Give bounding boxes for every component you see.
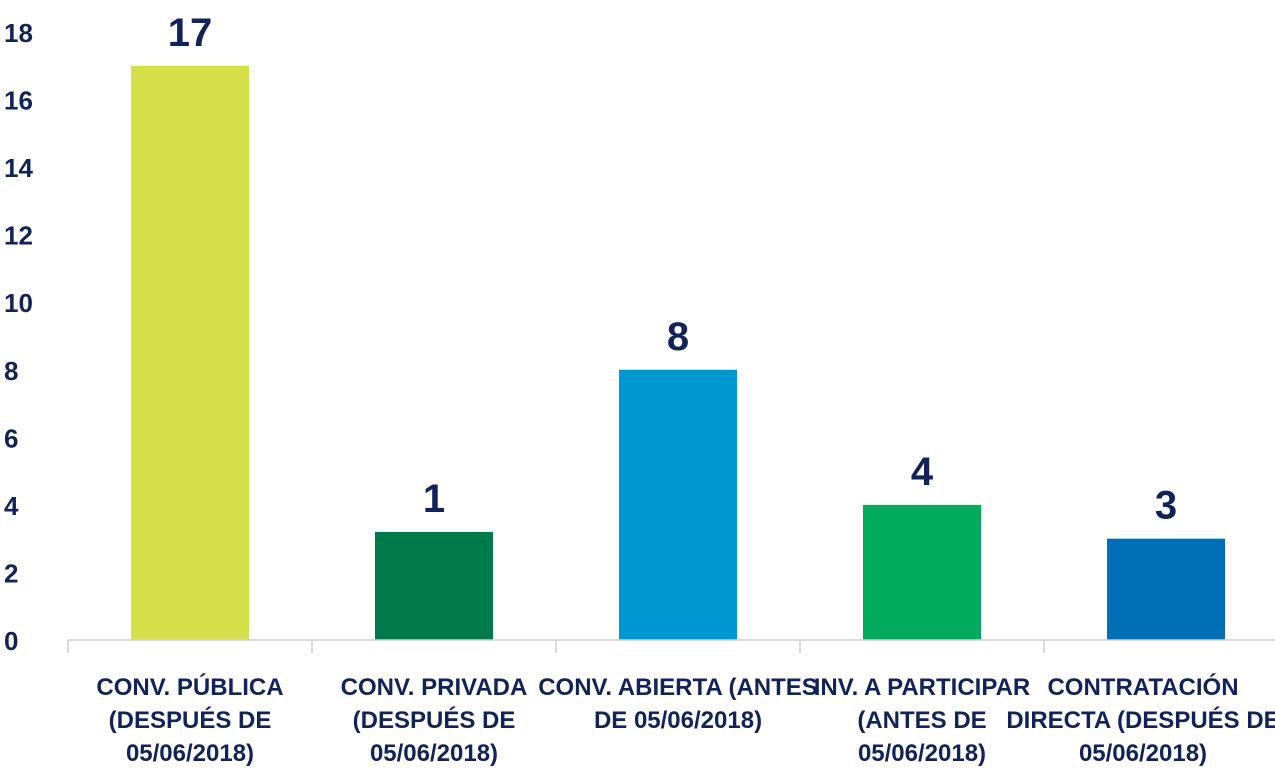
x-tick-label-line: 05/06/2018) — [1079, 740, 1207, 767]
x-tick-label: CONTRATACIÓN DIRECTA (DESPUÉS DE 05/06/201… — [1006, 673, 1275, 767]
x-tick-label-line: (ANTES DE — [857, 707, 986, 734]
data-label: 8 — [667, 315, 689, 359]
y-tick-label: 18 — [4, 18, 33, 48]
y-tick-label: 0 — [4, 626, 18, 656]
x-tick-label-line: CONV. ABIERTA (ANTES — [538, 674, 818, 701]
y-axis-ticks: 0 2 4 6 8 10 12 14 16 18 — [4, 18, 33, 656]
data-label: 1 — [423, 477, 445, 521]
x-tick-label-line: (DESPUÉS DE — [109, 706, 272, 734]
bar — [863, 504, 981, 640]
x-tick-label: CONV. PRIVADA (DESPUÉS DE 05/06/2018) — [341, 674, 528, 767]
x-tick-label-line: 05/06/2018) — [858, 740, 986, 767]
x-tick-label-line: CONTRATACIÓN — [1047, 673, 1238, 701]
y-tick-label: 12 — [4, 221, 33, 251]
data-label: 3 — [1155, 484, 1177, 528]
bar — [1107, 538, 1225, 640]
x-tick-label-line: DIRECTA (DESPUÉS DE — [1006, 706, 1275, 734]
x-tick-label-line: (DESPUÉS DE — [353, 706, 516, 734]
x-tick-label-line: 05/06/2018) — [126, 740, 254, 767]
x-tick-label-line: CONV. PRIVADA — [341, 674, 528, 701]
x-tick-label: CONV. PÚBLICA (DESPUÉS DE 05/06/2018) — [96, 673, 283, 767]
y-tick-label: 16 — [4, 86, 33, 116]
y-tick-label: 14 — [4, 153, 33, 183]
data-labels: 17 1 8 4 3 — [168, 11, 1177, 528]
y-tick-label: 4 — [4, 491, 19, 521]
data-label: 17 — [168, 11, 213, 55]
y-tick-label: 10 — [4, 288, 33, 318]
y-tick-label: 6 — [4, 423, 18, 453]
x-tick-label-line: 05/06/2018) — [370, 740, 498, 767]
x-tick-label-line: DE 05/06/2018) — [594, 707, 762, 734]
y-tick-label: 8 — [4, 356, 18, 386]
x-tick-label: INV. A PARTICIPAR (ANTES DE 05/06/2018) — [814, 674, 1030, 767]
data-label: 4 — [911, 450, 934, 494]
bars — [131, 65, 1225, 641]
x-axis-category-labels: CONV. PÚBLICA (DESPUÉS DE 05/06/2018)CONV.… — [96, 673, 1275, 767]
bar — [375, 531, 493, 640]
x-tick-label: CONV. ABIERTA (ANTES DE 05/06/2018) — [538, 674, 818, 734]
x-tick-label-line: CONV. PÚBLICA — [96, 673, 283, 701]
bar — [619, 369, 737, 640]
x-axis — [67, 639, 1275, 653]
x-tick-label-line: INV. A PARTICIPAR — [814, 674, 1030, 701]
bar — [131, 65, 249, 641]
y-tick-label: 2 — [4, 558, 18, 588]
